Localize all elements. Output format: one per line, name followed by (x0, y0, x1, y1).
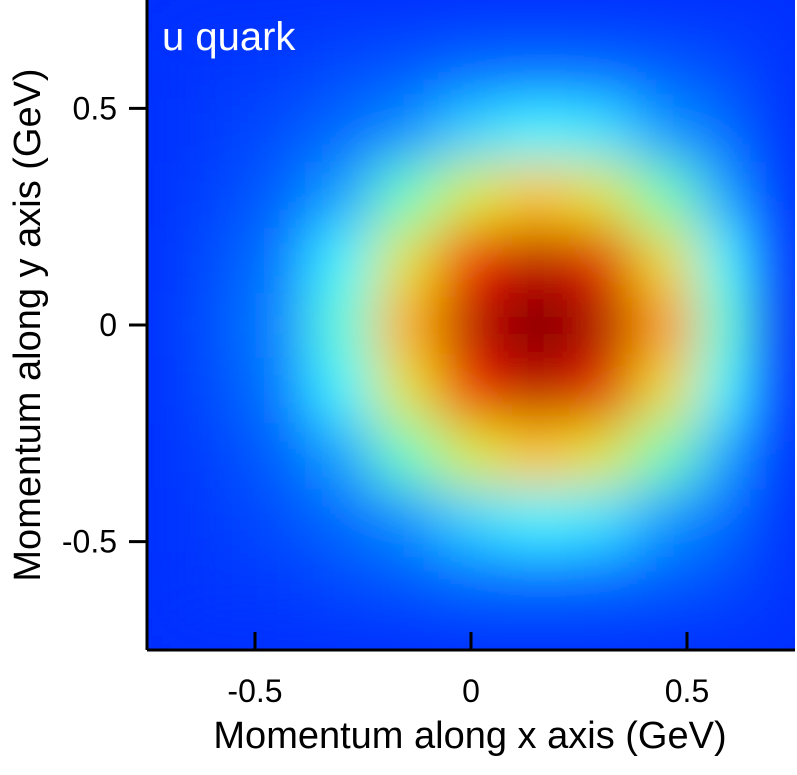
heatmap-cell (178, 97, 245, 163)
heatmap-cell (373, 292, 440, 358)
heatmap-cell (178, 162, 245, 228)
heatmap-cell (567, 227, 634, 293)
heatmap-cell (438, 292, 504, 358)
heatmap-cell (178, 32, 245, 98)
plot-area (147, 0, 795, 650)
heatmap-cell (178, 357, 245, 423)
heatmap-cell (632, 357, 699, 423)
heatmap-cell (567, 97, 634, 163)
heatmap-cell (373, 227, 440, 293)
heatmap-cell (632, 162, 699, 228)
heatmap-cell (243, 97, 310, 163)
heatmap-cell (308, 32, 375, 98)
heatmap-cell (373, 422, 440, 488)
heatmap-cell (567, 552, 634, 618)
heatmap-cell (697, 422, 764, 488)
heatmap-cell (502, 357, 569, 423)
chart-title: u quark (162, 15, 296, 59)
heatmap-cell (697, 162, 764, 228)
heatmap-cell (697, 227, 764, 293)
heatmap-cell (373, 32, 440, 98)
heatmap-cell (502, 162, 569, 228)
heatmap-cell (502, 422, 569, 488)
y-tick-label: -0.5 (62, 524, 117, 560)
heatmap-cell (697, 357, 764, 423)
heatmap-cell (438, 162, 504, 228)
heatmap-cell (308, 357, 375, 423)
heatmap-cell (373, 487, 440, 553)
x-tick-label: 0.5 (665, 673, 709, 709)
heatmap-cell (178, 422, 245, 488)
heatmap-cell (373, 357, 440, 423)
heatmap-cell (438, 32, 504, 98)
heatmap-cell (308, 552, 375, 618)
x-tick-label: -0.5 (227, 673, 282, 709)
heatmap-cell (438, 357, 504, 423)
heatmap-cell (502, 552, 569, 618)
heatmap-cell (502, 292, 569, 358)
heatmap-cell (243, 32, 310, 98)
heatmap-cell (308, 422, 375, 488)
heatmap-cell (178, 487, 245, 553)
heatmap-cell (178, 292, 245, 358)
heatmap-cell (567, 357, 634, 423)
heatmap-cell (243, 227, 310, 293)
heatmap-cell (502, 32, 569, 98)
heatmap-cell (308, 487, 375, 553)
heatmap-cell (697, 292, 764, 358)
heatmap-cell (438, 422, 504, 488)
heatmap-cell (567, 487, 634, 553)
y-axis-label: Momentum along y axis (GeV) (7, 68, 49, 581)
heatmap-cell (502, 97, 569, 163)
heatmap-cell (567, 162, 634, 228)
heatmap-cell (632, 552, 699, 618)
heatmap-cell (243, 292, 310, 358)
heatmap-cell (697, 552, 764, 618)
heatmap-cell (178, 552, 245, 618)
heatmap-cell (502, 227, 569, 293)
x-tick-label: 0 (462, 673, 480, 709)
heatmap-cell (178, 227, 245, 293)
heatmap-cell (632, 32, 699, 98)
heatmap-cell (243, 552, 310, 618)
y-tick-label: 0.5 (73, 90, 117, 126)
heatmap-cell (567, 422, 634, 488)
heatmap-cell (502, 487, 569, 553)
heatmap-cell (567, 32, 634, 98)
heatmap-cell (438, 487, 504, 553)
heatmap-cell (243, 357, 310, 423)
x-axis-label: Momentum along x axis (GeV) (213, 715, 726, 757)
heatmap-cell (632, 227, 699, 293)
heatmap-cell (373, 552, 440, 618)
heatmap (178, 32, 764, 618)
heatmap-cell (697, 487, 764, 553)
heatmap-cell (697, 32, 764, 98)
heatmap-cell (308, 227, 375, 293)
heatmap-cell (438, 227, 504, 293)
heatmap-cell (243, 422, 310, 488)
heatmap-cell (438, 97, 504, 163)
heatmap-cell (632, 487, 699, 553)
axes: -0.5 0 0.5 -0.5 0 0.5 (62, 0, 795, 709)
heatmap-cell (373, 97, 440, 163)
heatmap-cell (632, 292, 699, 358)
heatmap-cell (632, 97, 699, 163)
heatmap-cell (632, 422, 699, 488)
heatmap-cell (567, 292, 634, 358)
heatmap-cell (308, 97, 375, 163)
heatmap-cell (308, 292, 375, 358)
heatmap-cell (373, 162, 440, 228)
heatmap-cell (243, 162, 310, 228)
y-tick-label: 0 (99, 307, 117, 343)
heatmap-cell (243, 487, 310, 553)
heatmap-cell (438, 552, 504, 618)
heatmap-cell (697, 97, 764, 163)
heatmap-cell (308, 162, 375, 228)
